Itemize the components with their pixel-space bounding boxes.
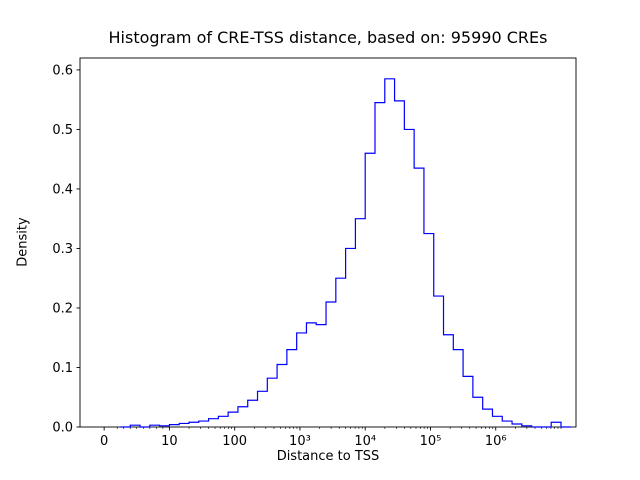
histogram-step-line <box>120 78 571 428</box>
x-axis-label: Distance to TSS <box>276 449 380 464</box>
x-tick-label: 10⁶ <box>485 434 507 449</box>
y-tick-label: 0.5 <box>52 123 73 138</box>
x-tick-label: 10⁵ <box>420 434 442 449</box>
y-tick-label: 0.1 <box>52 361 73 376</box>
y-tick-label: 0.6 <box>52 63 73 78</box>
y-tick-label: 0.4 <box>52 182 73 197</box>
axes-spines <box>79 57 577 428</box>
x-tick-label: 100 <box>222 434 247 449</box>
y-tick-label: 0.3 <box>52 242 73 257</box>
x-tick-label: 0 <box>100 434 108 449</box>
x-tick-label: 10 <box>161 434 178 449</box>
chart-title: Histogram of CRE-TSS distance, based on:… <box>108 28 548 47</box>
y-tick-label: 0.2 <box>52 301 73 316</box>
x-tick-label: 10³ <box>289 434 311 449</box>
x-tick-label: 10⁴ <box>354 434 376 449</box>
y-tick-label: 0.0 <box>52 421 73 436</box>
